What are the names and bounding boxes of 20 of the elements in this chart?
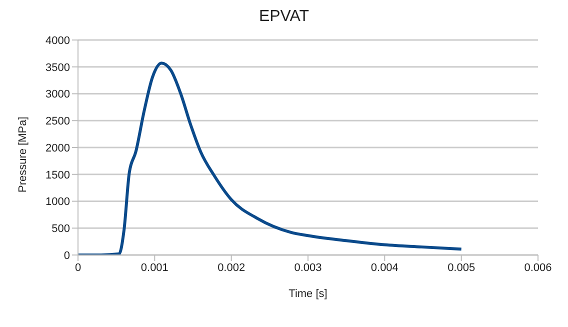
y-tick-label: 0 xyxy=(64,250,70,262)
x-tick-label: 0.006 xyxy=(524,262,552,274)
x-axis-title: Time [s] xyxy=(288,288,328,300)
x-tick-label: 0.005 xyxy=(448,262,476,274)
y-tick-label: 1500 xyxy=(46,169,70,182)
y-tick-label: 3500 xyxy=(46,62,70,74)
y-axis-title: Pressure [MPa] xyxy=(16,116,29,192)
x-tick-label: 0.001 xyxy=(140,262,168,274)
y-tick-label: 2500 xyxy=(46,116,70,128)
y-tick-label: 2000 xyxy=(46,142,70,154)
line-series xyxy=(78,62,463,255)
y-tick-label: 4000 xyxy=(46,34,70,47)
chart-title: EPVAT xyxy=(258,8,310,27)
y-tick-label: 1000 xyxy=(46,196,70,208)
x-tick-label: 0 xyxy=(74,262,82,274)
y-tick-label: 500 xyxy=(52,223,70,236)
x-tick-label: 0.004 xyxy=(370,262,398,274)
x-tick-label: 0.003 xyxy=(294,262,322,274)
y-tick-label: 3000 xyxy=(46,88,70,101)
x-tick-label: 0.002 xyxy=(218,262,246,274)
